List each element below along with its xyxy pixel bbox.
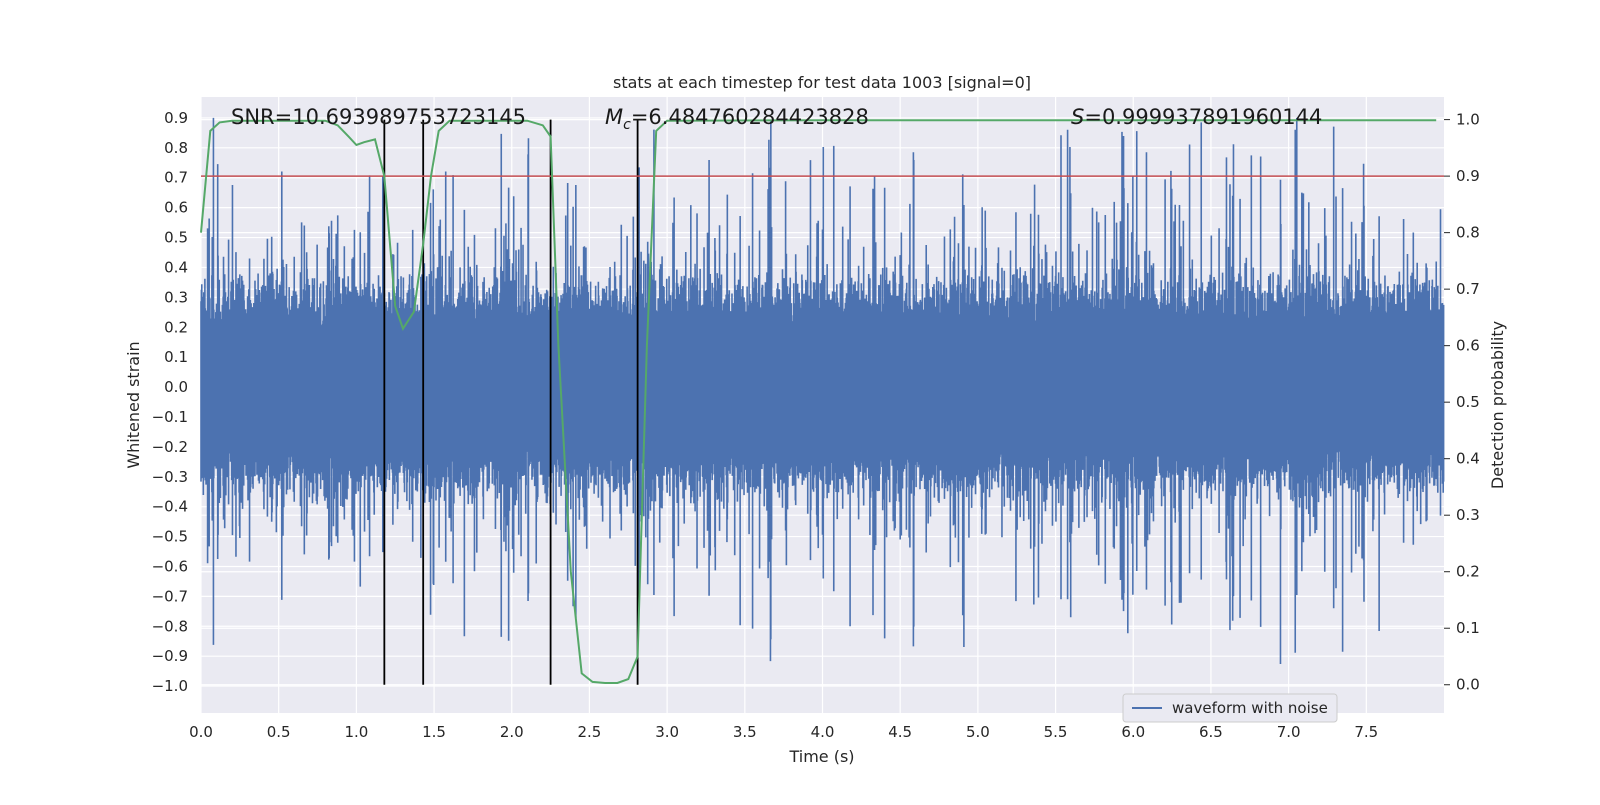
x-tick-labels: 0.0 0.5 1.0 1.5 2.0 2.5 3.0 3.5 4.0 4.5 5.0 5.5 6.0 6… xyxy=(189,723,1378,741)
right-y-tick-label: 0.7 xyxy=(1456,280,1480,298)
left-y-tick-label: 0.5 xyxy=(164,229,188,247)
segment-boundary-lines xyxy=(383,119,639,685)
left-y-tick-label: 0.8 xyxy=(164,139,188,157)
x-tick-label: 7.0 xyxy=(1277,723,1301,741)
right-y-tick-label: 0.8 xyxy=(1456,224,1480,242)
x-tick-label: 3.0 xyxy=(655,723,679,741)
left-y-tick-label: −0.2 xyxy=(152,438,188,456)
x-tick-label: 4.0 xyxy=(811,723,835,741)
left-y-tick-label: 0.9 xyxy=(164,109,188,127)
left-y-tick-label: −0.1 xyxy=(152,408,188,426)
left-y-tick-label: −0.3 xyxy=(152,468,188,486)
x-tick-label: 2.5 xyxy=(578,723,602,741)
waveform-noise-path xyxy=(200,117,1445,664)
right-y-tick-label: 0.2 xyxy=(1456,563,1480,581)
right-y-tick-label: 0.5 xyxy=(1456,393,1480,411)
right-y-tick-label: 0.4 xyxy=(1456,450,1480,468)
legend: waveform with noise xyxy=(1122,693,1338,723)
right-y-tick-label: 0.9 xyxy=(1456,167,1480,185)
detection-probability-line xyxy=(200,119,1437,684)
x-tick-label: 2.0 xyxy=(500,723,524,741)
score-symbol: S xyxy=(1071,105,1084,129)
snr-annotation: SNR=10.693989753723145 xyxy=(231,105,526,129)
x-tick-label: 3.5 xyxy=(733,723,757,741)
left-y-tick-label: −0.7 xyxy=(152,587,188,605)
left-y-tick-label: 0.3 xyxy=(164,288,188,306)
left-y-tick-label: −0.6 xyxy=(152,557,188,575)
legend-box xyxy=(1122,693,1338,723)
right-y-tick-label: 1.0 xyxy=(1456,111,1480,129)
chirp-mass-annotation: Mc=6.484760284423828 xyxy=(605,105,869,133)
right-y-tick-label: 0.6 xyxy=(1456,337,1480,355)
left-y-tick-label: −0.4 xyxy=(152,498,188,516)
x-tick-label: 6.5 xyxy=(1199,723,1223,741)
chirp-mass-subscript: c xyxy=(623,117,631,133)
x-tick-label: 0.0 xyxy=(189,723,213,741)
legend-label: waveform with noise xyxy=(1172,699,1328,717)
x-tick-label: 1.0 xyxy=(344,723,368,741)
score-value: =0.999937891960144 xyxy=(1084,105,1322,129)
right-y-axis-label: Detection probability xyxy=(1488,321,1507,489)
x-tick-label: 4.5 xyxy=(888,723,912,741)
left-y-tick-label: 0.1 xyxy=(164,348,188,366)
x-tick-label: 0.5 xyxy=(267,723,291,741)
chirp-mass-symbol: M xyxy=(605,105,623,129)
x-tick-label: 1.5 xyxy=(422,723,446,741)
left-y-tick-label: −0.5 xyxy=(152,528,188,546)
left-y-tick-label: −1.0 xyxy=(152,677,188,695)
waveform-series xyxy=(200,117,1445,664)
left-y-tick-label: 0.2 xyxy=(164,318,188,336)
x-tick-label: 5.0 xyxy=(966,723,990,741)
left-y-tick-label: 0.7 xyxy=(164,169,188,187)
left-y-tick-label: −0.8 xyxy=(152,617,188,635)
right-y-tick-label: 0.0 xyxy=(1456,676,1480,694)
left-y-tick-label: 0.0 xyxy=(164,378,188,396)
left-y-tick-labels: 0.9 0.8 0.7 0.6 0.5 0.4 0.3 0.2 0.1 0.0 −0.1 −0.2 −0… xyxy=(152,109,188,695)
chart-title: stats at each timestep for test data 100… xyxy=(613,73,1031,92)
score-annotation: S=0.999937891960144 xyxy=(1071,105,1322,129)
x-tick-label: 7.5 xyxy=(1354,723,1378,741)
right-y-tick-label: 0.1 xyxy=(1456,619,1480,637)
x-axis-label: Time (s) xyxy=(788,747,854,766)
left-y-tick-label: 0.6 xyxy=(164,199,188,217)
left-y-tick-label: −0.9 xyxy=(152,647,188,665)
chirp-mass-value: =6.484760284423828 xyxy=(631,105,869,129)
x-tick-label: 5.5 xyxy=(1044,723,1068,741)
right-y-tick-labels: 1.0 0.9 0.8 0.7 0.6 0.5 0.4 0.3 0.2 0.1 0.0 xyxy=(1444,111,1480,694)
left-y-tick-label: 0.4 xyxy=(164,258,188,276)
right-y-tick-label: 0.3 xyxy=(1456,506,1480,524)
x-tick-label: 6.0 xyxy=(1121,723,1145,741)
left-y-axis-label: Whitened strain xyxy=(124,341,143,468)
